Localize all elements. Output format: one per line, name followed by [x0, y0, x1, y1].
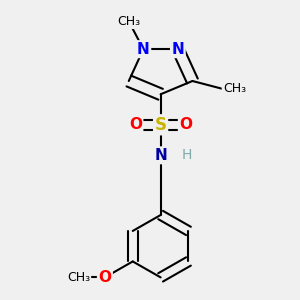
Text: CH₃: CH₃ [223, 82, 246, 95]
Text: N: N [154, 148, 167, 163]
Text: O: O [179, 117, 192, 132]
Text: O: O [179, 117, 192, 132]
Text: O: O [98, 270, 111, 285]
Text: CH₃: CH₃ [67, 271, 90, 284]
Text: N: N [154, 148, 167, 163]
Text: CH₃: CH₃ [117, 15, 140, 28]
Text: N: N [137, 42, 150, 57]
Text: H: H [182, 148, 192, 162]
Text: S: S [154, 116, 166, 134]
Text: N: N [137, 42, 150, 57]
Text: CH₃: CH₃ [67, 271, 90, 284]
Text: CH₃: CH₃ [117, 15, 140, 28]
Text: O: O [129, 117, 142, 132]
Text: N: N [172, 42, 184, 57]
Text: N: N [172, 42, 184, 57]
Text: S: S [154, 116, 166, 134]
Text: O: O [129, 117, 142, 132]
Text: CH₃: CH₃ [223, 82, 246, 95]
Text: O: O [98, 270, 111, 285]
